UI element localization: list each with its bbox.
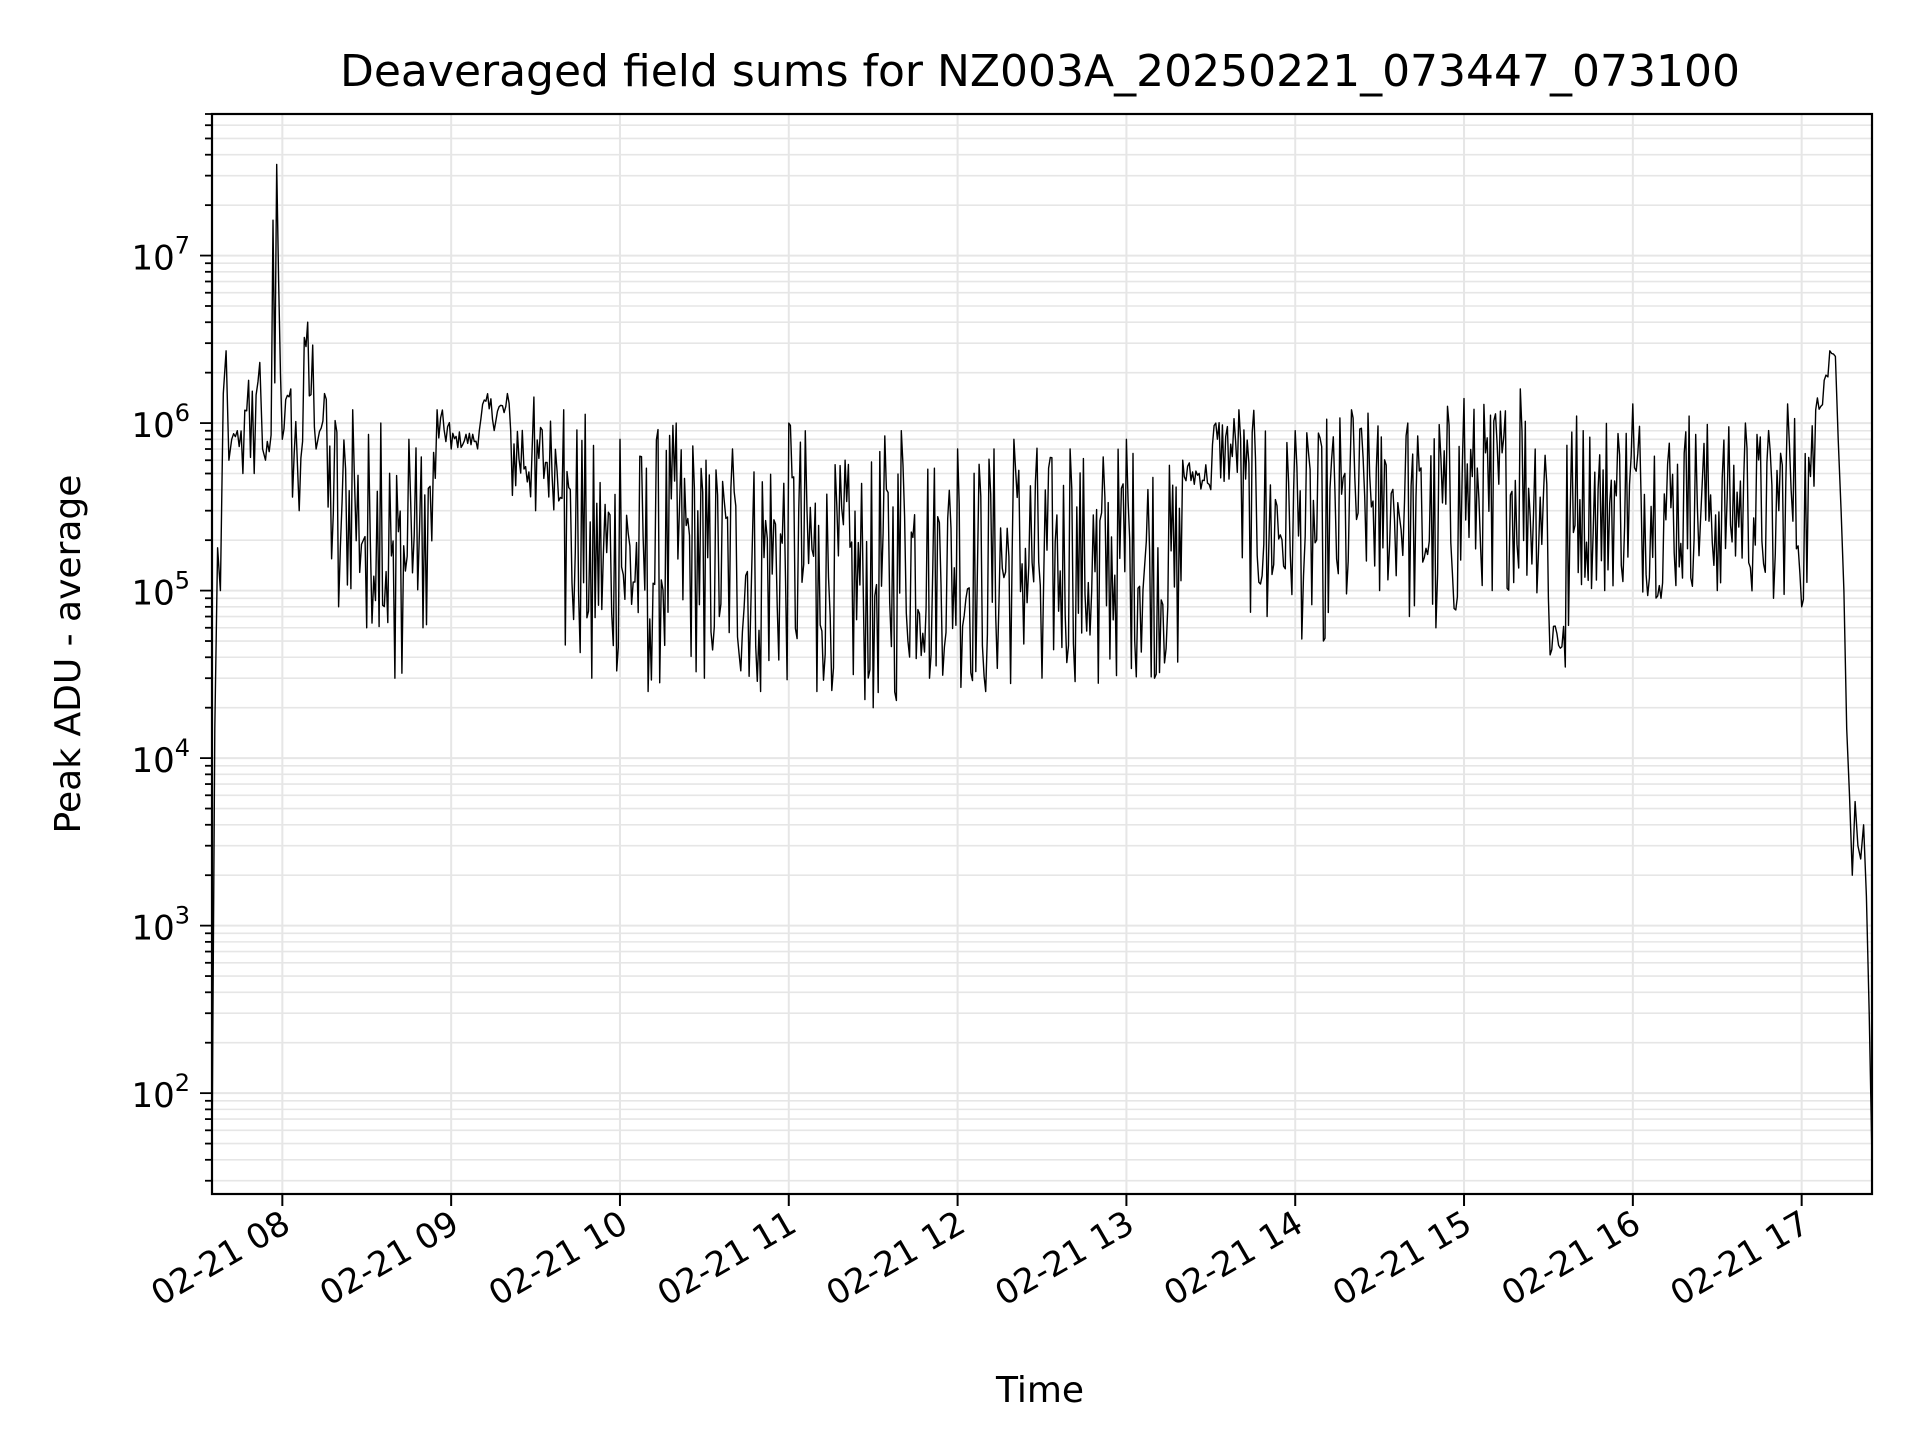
y-tick-label: 107: [131, 232, 190, 279]
y-axis-label: Peak ADU - average: [48, 475, 89, 834]
x-axis-label: Time: [995, 1370, 1084, 1411]
axes-frame: [210, 112, 1874, 1196]
plot-area: [211, 163, 1873, 1160]
y-tick-label: 105: [131, 567, 190, 614]
y-tick-label: 106: [131, 399, 190, 446]
y-tick-label: 103: [131, 902, 190, 949]
y-tick-label: 102: [131, 1069, 190, 1116]
chart-title: Deaveraged field sums for NZ003A_2025022…: [340, 46, 1740, 97]
y-tick-label: 104: [131, 734, 190, 781]
series-line: [211, 163, 1873, 1160]
